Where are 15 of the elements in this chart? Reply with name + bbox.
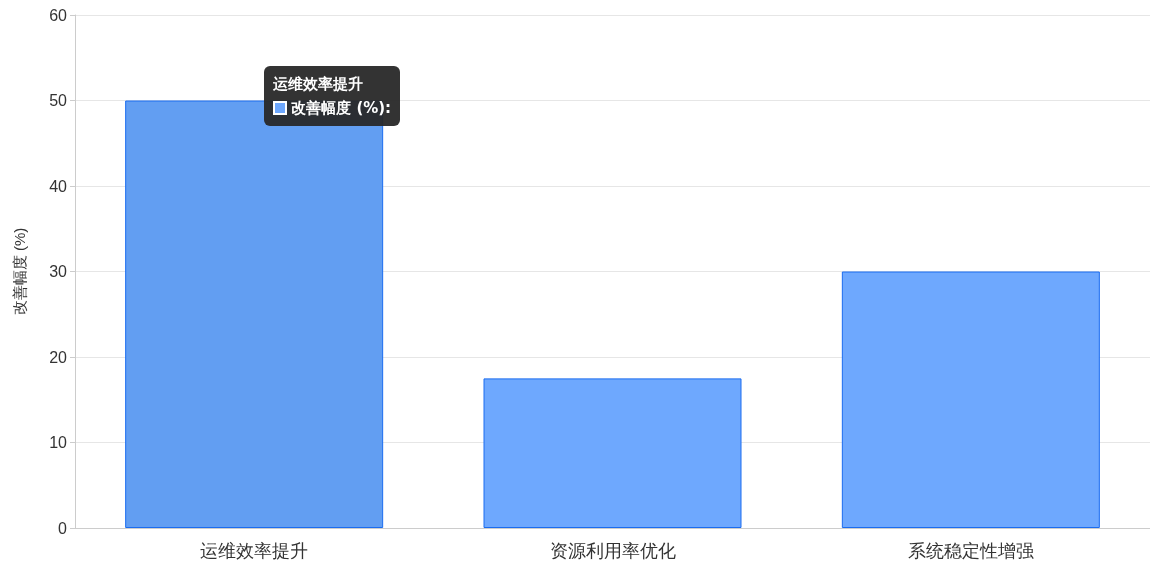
annotation: 运维效率提升 <box>273 73 365 95</box>
x-tick-label: 运维效率提升 <box>200 541 309 561</box>
y-tick-label: 20 <box>49 348 68 366</box>
y-tick-label: 50 <box>49 92 68 109</box>
y-tick-label: 10 <box>49 434 68 451</box>
y-tick-label: 60 <box>49 6 68 24</box>
y-tick-label: 40 <box>49 177 68 195</box>
x-tick-label: 资源利用率优化 <box>549 541 676 561</box>
bar <box>841 271 1100 528</box>
y-axis-title: 改善幅度 (%) <box>11 227 28 316</box>
y-tick-label: 30 <box>49 263 68 280</box>
x-tick-label: 系统稳定性增强 <box>907 541 1034 561</box>
annotation: 改善幅度 (%): <box>290 97 392 119</box>
bar <box>483 378 742 528</box>
y-tick-label: 0 <box>58 519 68 537</box>
